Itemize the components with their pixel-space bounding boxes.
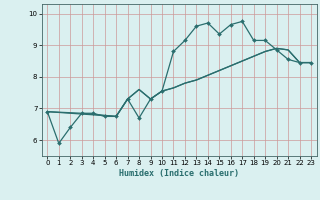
X-axis label: Humidex (Indice chaleur): Humidex (Indice chaleur) [119,169,239,178]
